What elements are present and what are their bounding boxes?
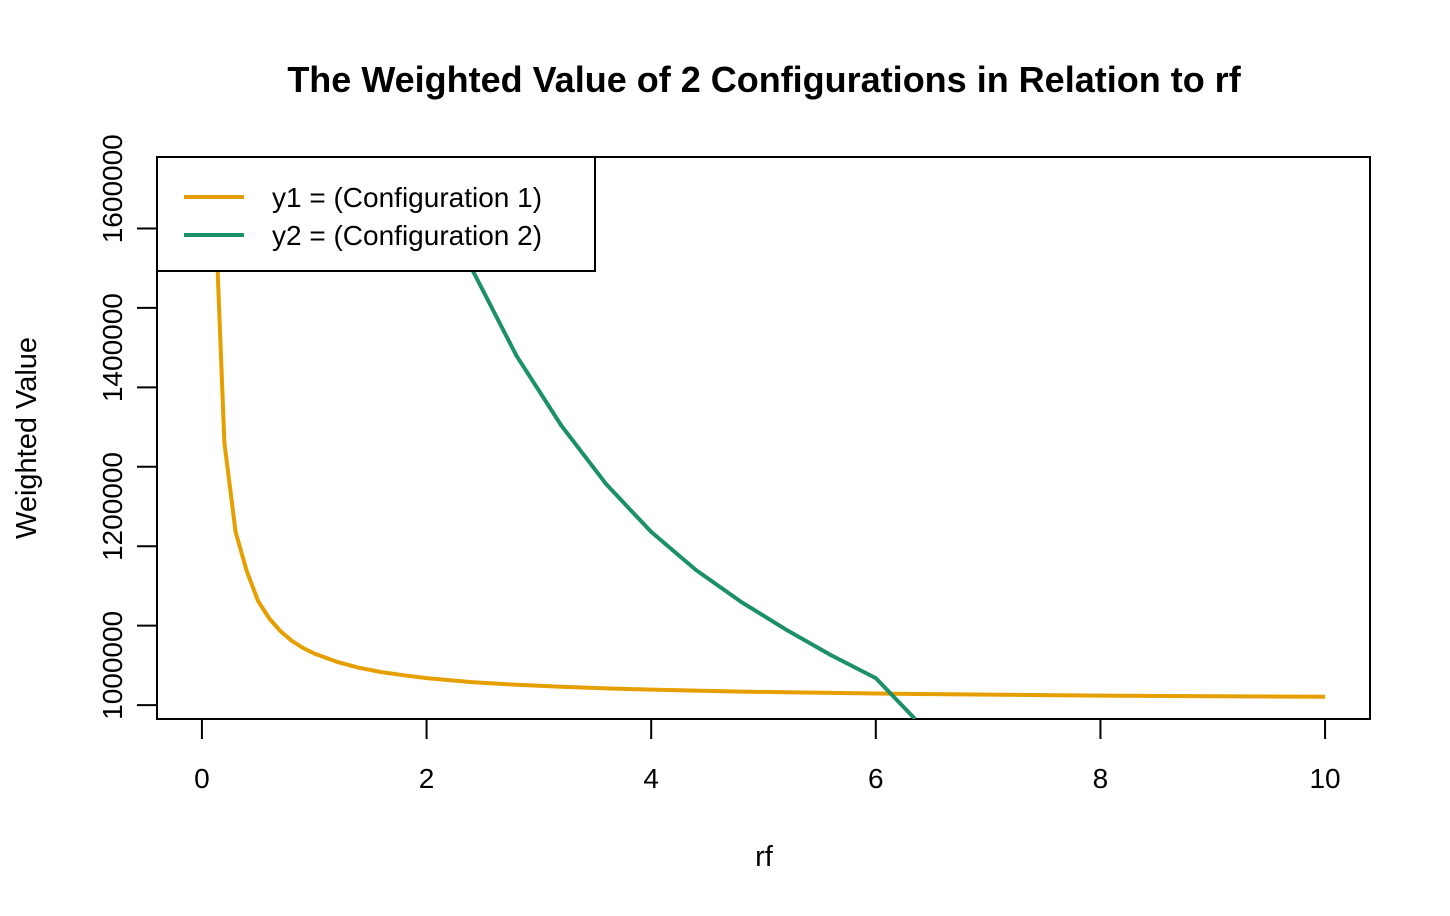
x-tick-label: 0 bbox=[194, 763, 210, 794]
y-tick-label: 1400000 bbox=[97, 293, 128, 402]
series-line-1 bbox=[211, 157, 1326, 699]
series-line-2 bbox=[469, 267, 917, 719]
legend-label-series-1: y1 = (Configuration 1) bbox=[272, 182, 542, 213]
legend: y1 = (Configuration 1) y2 = (Configurati… bbox=[156, 156, 596, 272]
x-axis-label: rf bbox=[755, 841, 774, 873]
x-tick-label: 8 bbox=[1093, 763, 1109, 794]
y-axis-label: Weighted Value bbox=[11, 337, 43, 539]
y-axis: 1000000 1200000 1400000 1600000 bbox=[97, 134, 158, 720]
series-layer bbox=[211, 157, 1326, 719]
y-tick-label: 1000000 bbox=[97, 611, 128, 720]
x-tick-label: 10 bbox=[1309, 763, 1340, 794]
x-axis: 0 2 4 6 8 10 bbox=[194, 718, 1341, 794]
legend-label-series-2: y2 = (Configuration 2) bbox=[272, 220, 542, 251]
x-tick-label: 4 bbox=[643, 763, 659, 794]
chart-title: The Weighted Value of 2 Configurations i… bbox=[287, 59, 1241, 100]
legend-box bbox=[156, 156, 596, 272]
x-tick-label: 6 bbox=[868, 763, 884, 794]
y-tick-label: 1200000 bbox=[97, 452, 128, 561]
x-tick-label: 2 bbox=[419, 763, 435, 794]
y-tick-label: 1600000 bbox=[97, 134, 128, 243]
